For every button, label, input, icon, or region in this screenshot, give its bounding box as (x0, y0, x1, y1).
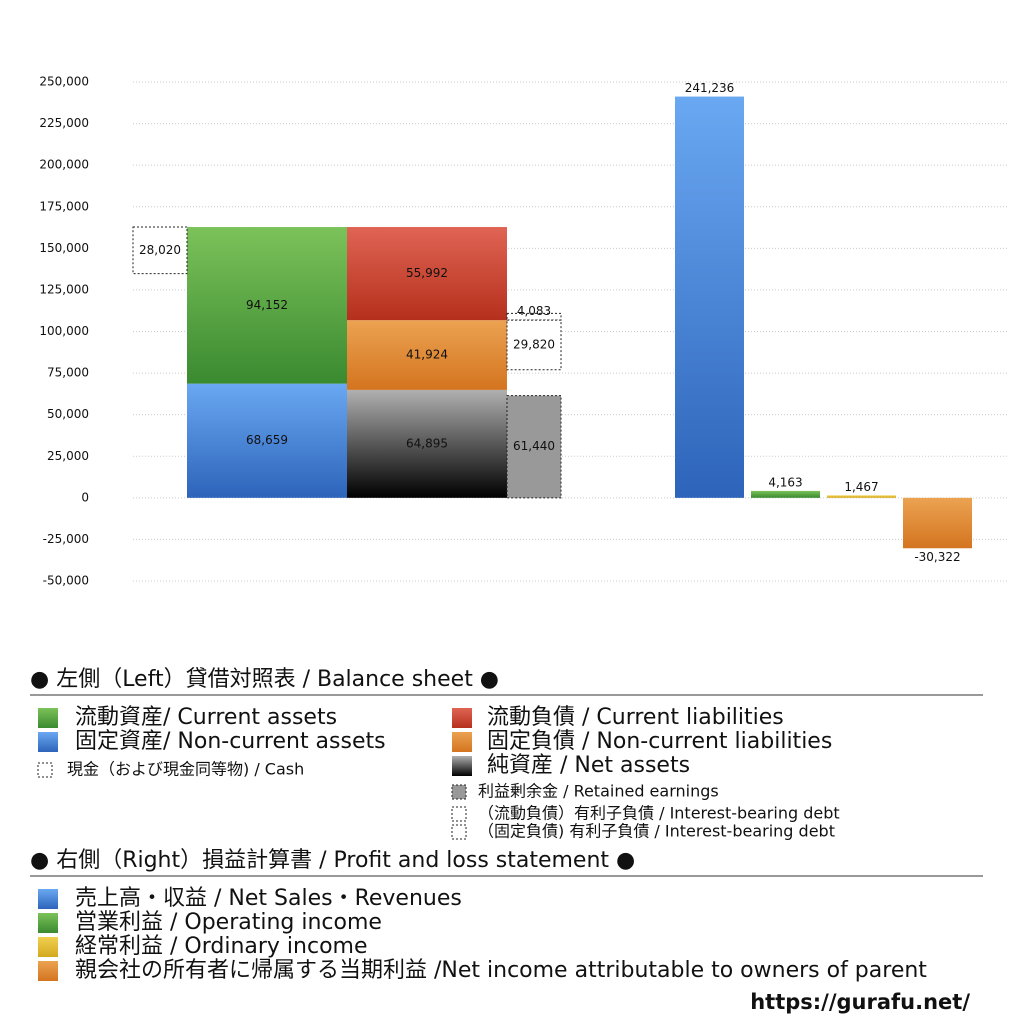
value-label: 94,152 (246, 298, 288, 312)
value-label: 4,163 (768, 475, 802, 489)
legend-swatch (38, 732, 58, 752)
legend-label: 親会社の所有者に帰属する当期利益 /Net income attributabl… (75, 958, 927, 983)
legend-label: 固定資産/ Non-current assets (75, 729, 386, 754)
bar-segment (506, 312, 562, 321)
bar-segment (347, 320, 507, 390)
y-tick-label: 125,000 (39, 282, 89, 296)
legend-swatch (452, 708, 472, 728)
legend-label: 売上高・収益 / Net Sales・Revenues (75, 886, 462, 911)
bar-segment (187, 227, 347, 384)
legend-swatch (38, 708, 58, 728)
legend-label: （固定負債) 有利子負債 / Interest-bearing debt (478, 822, 835, 841)
legend-swatch (38, 913, 58, 933)
legend-label: 現金（および現金同等物) / Cash (67, 760, 304, 779)
value-label: 61,440 (513, 439, 555, 453)
legend-label: 流動負債 / Current liabilities (487, 705, 784, 730)
section-title: ● 右側（Right）損益計算書 / Profit and loss state… (30, 848, 635, 873)
section-title: ● 左側（Left）貸借対照表 / Balance sheet ● (30, 667, 499, 692)
value-label: 41,924 (406, 348, 448, 362)
legend-swatch (451, 824, 467, 840)
value-label: 28,020 (139, 243, 181, 257)
bar-segment (347, 389, 507, 498)
y-tick-label: 175,000 (39, 199, 89, 213)
value-label: 1,467 (844, 480, 878, 494)
bar-segment (132, 226, 188, 275)
legend-swatch (452, 756, 472, 776)
legend-label: 利益剰余金 / Retained earnings (478, 782, 719, 801)
y-tick-label: 225,000 (39, 116, 89, 130)
legend-label: （流動負債）有利子負債 / Interest-bearing debt (478, 804, 840, 823)
legend-swatch (451, 784, 467, 800)
y-tick-label: 25,000 (47, 449, 89, 463)
y-tick-label: 0 (81, 490, 89, 504)
bar-segment (827, 495, 896, 498)
value-label: 68,659 (246, 433, 288, 447)
legend-label: 純資産 / Net assets (487, 753, 690, 778)
bar-segment (347, 227, 507, 321)
y-tick-label: 200,000 (39, 158, 89, 172)
source: https://gurafu.net/ (750, 990, 970, 1014)
legend-label: 経常利益 / Ordinary income (75, 934, 368, 959)
value-label: 64,895 (406, 436, 448, 450)
y-tick-label: 150,000 (39, 241, 89, 255)
legend-swatch (37, 762, 53, 778)
y-tick-label: 50,000 (47, 407, 89, 421)
value-label: -30,322 (914, 550, 960, 564)
legend-swatch (38, 937, 58, 957)
value-label: 4,083 (517, 304, 551, 318)
legend-label: 固定負債 / Non-current liabilities (487, 729, 832, 754)
y-tick-label: 75,000 (47, 366, 89, 380)
bar-segment (751, 490, 820, 498)
legend-swatch (38, 961, 58, 981)
bar-segment (187, 383, 347, 498)
value-label: 29,820 (513, 337, 555, 351)
legend-swatch (452, 732, 472, 752)
bar-segment (903, 497, 972, 549)
legend-swatch (38, 889, 58, 909)
y-tick-label: -25,000 (43, 532, 89, 546)
y-tick-label: 250,000 (39, 75, 89, 89)
y-tick-label: 100,000 (39, 324, 89, 338)
legend-label: 流動資産/ Current assets (75, 705, 337, 730)
bar-segment (506, 395, 562, 499)
bar-segment (506, 319, 562, 371)
value-label: 55,992 (406, 266, 448, 280)
y-tick-label: -50,000 (43, 574, 89, 588)
legend-swatch (451, 806, 467, 822)
value-label: 241,236 (685, 81, 735, 95)
legend-label: 営業利益 / Operating income (75, 910, 382, 935)
bar-segment (675, 96, 744, 498)
